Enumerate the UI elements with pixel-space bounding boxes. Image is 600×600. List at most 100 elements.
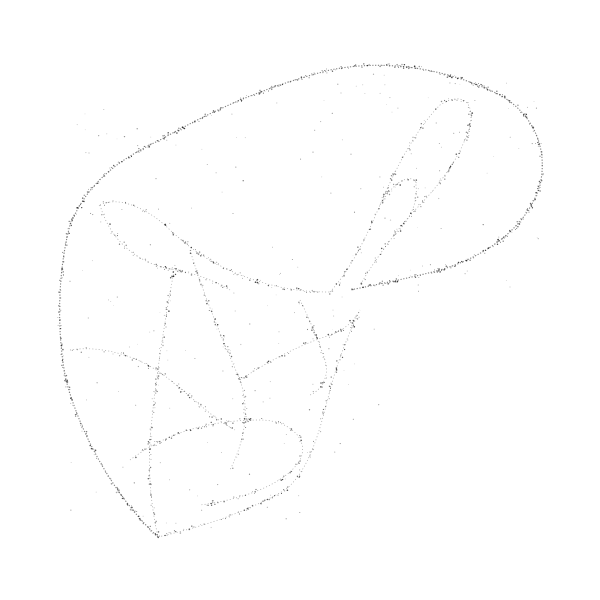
attractor-point xyxy=(509,286,511,288)
attractor-point xyxy=(133,357,135,360)
attractor-point xyxy=(138,518,141,520)
attractor-point xyxy=(165,307,167,309)
attractor-point xyxy=(497,239,499,241)
attractor-point xyxy=(150,438,152,440)
attractor-point xyxy=(336,371,338,373)
attractor-point xyxy=(444,175,446,177)
attractor-point xyxy=(222,286,224,288)
attractor-point xyxy=(413,65,416,68)
attractor-point xyxy=(252,491,253,493)
attractor-point xyxy=(267,284,270,287)
attractor-point xyxy=(155,520,157,523)
attractor-point xyxy=(67,232,70,234)
attractor-point xyxy=(248,418,250,420)
attractor-point xyxy=(75,213,77,215)
attractor-point xyxy=(338,284,341,286)
attractor-point xyxy=(352,255,354,257)
attractor-point xyxy=(172,233,175,236)
attractor-point xyxy=(437,268,439,270)
attractor-point xyxy=(233,101,235,103)
attractor-curve xyxy=(157,309,361,538)
attractor-point xyxy=(466,136,468,138)
attractor-point xyxy=(212,502,214,504)
attractor-point xyxy=(353,326,356,328)
attractor-point xyxy=(58,305,60,307)
attractor-point xyxy=(165,438,167,440)
attractor-point xyxy=(280,492,283,495)
attractor-point xyxy=(140,360,142,362)
attractor-point xyxy=(225,285,228,287)
attractor-point xyxy=(88,356,90,358)
attractor-point xyxy=(159,372,161,374)
attractor-point xyxy=(402,66,404,68)
attractor-point xyxy=(266,499,268,500)
attractor-point xyxy=(227,350,229,352)
attractor-point xyxy=(379,282,381,284)
attractor-point xyxy=(385,191,387,193)
attractor-point xyxy=(245,95,247,96)
attractor-point xyxy=(227,424,228,426)
attractor-point xyxy=(169,277,172,279)
attractor-point xyxy=(448,168,450,170)
attractor-point xyxy=(218,263,219,265)
attractor-point xyxy=(62,251,64,253)
attractor-point xyxy=(388,280,391,282)
attractor-point xyxy=(227,346,229,348)
attractor-point xyxy=(153,404,155,406)
attractor-point xyxy=(314,334,316,336)
attractor-point xyxy=(296,287,298,289)
attractor-point xyxy=(452,162,454,164)
attractor-point xyxy=(246,418,248,420)
attractor-point xyxy=(254,491,257,493)
attractor-point xyxy=(173,132,175,134)
attractor-point xyxy=(158,367,160,369)
attractor-point xyxy=(439,170,441,172)
attractor-point xyxy=(123,135,126,138)
attractor-point xyxy=(91,448,93,450)
attractor-point xyxy=(133,511,135,513)
attractor-point xyxy=(74,215,75,217)
attractor-point xyxy=(240,99,243,102)
attractor-point xyxy=(468,123,470,126)
attractor-point xyxy=(240,343,242,346)
attractor-point xyxy=(348,384,349,385)
attractor-point xyxy=(124,354,127,357)
attractor-point xyxy=(222,338,225,340)
attractor-point xyxy=(503,238,505,239)
attractor-point xyxy=(216,328,218,330)
attractor-point xyxy=(313,325,315,327)
attractor-point xyxy=(101,464,103,466)
attractor-point xyxy=(321,386,323,388)
attractor-point xyxy=(328,348,330,350)
attractor-point xyxy=(182,239,184,242)
attractor-point xyxy=(393,281,395,283)
attractor-point xyxy=(344,344,346,346)
attractor-point xyxy=(260,502,262,505)
attractor-point xyxy=(465,259,468,262)
attractor-point xyxy=(165,534,167,536)
attractor-point xyxy=(271,287,273,288)
attractor-point xyxy=(539,143,541,145)
attractor-point xyxy=(202,254,205,256)
attractor-point xyxy=(362,84,364,86)
attractor-point xyxy=(244,395,247,398)
attractor-point xyxy=(63,256,65,258)
attractor-point xyxy=(239,377,241,379)
attractor-point xyxy=(81,430,83,432)
attractor-point xyxy=(438,143,440,145)
attractor-point xyxy=(330,192,332,194)
attractor-point xyxy=(230,269,232,271)
attractor-point xyxy=(382,201,384,203)
attractor-point xyxy=(118,391,119,392)
attractor-point xyxy=(475,82,477,83)
attractor-point xyxy=(298,495,300,497)
attractor-point xyxy=(278,343,280,345)
attractor-point xyxy=(410,66,412,69)
attractor-point xyxy=(118,162,120,164)
attractor-point xyxy=(62,274,64,276)
attractor-point xyxy=(101,462,102,464)
attractor-point xyxy=(63,370,65,372)
attractor-point xyxy=(460,76,462,78)
attractor-point xyxy=(128,156,130,158)
attractor-point xyxy=(274,84,277,87)
